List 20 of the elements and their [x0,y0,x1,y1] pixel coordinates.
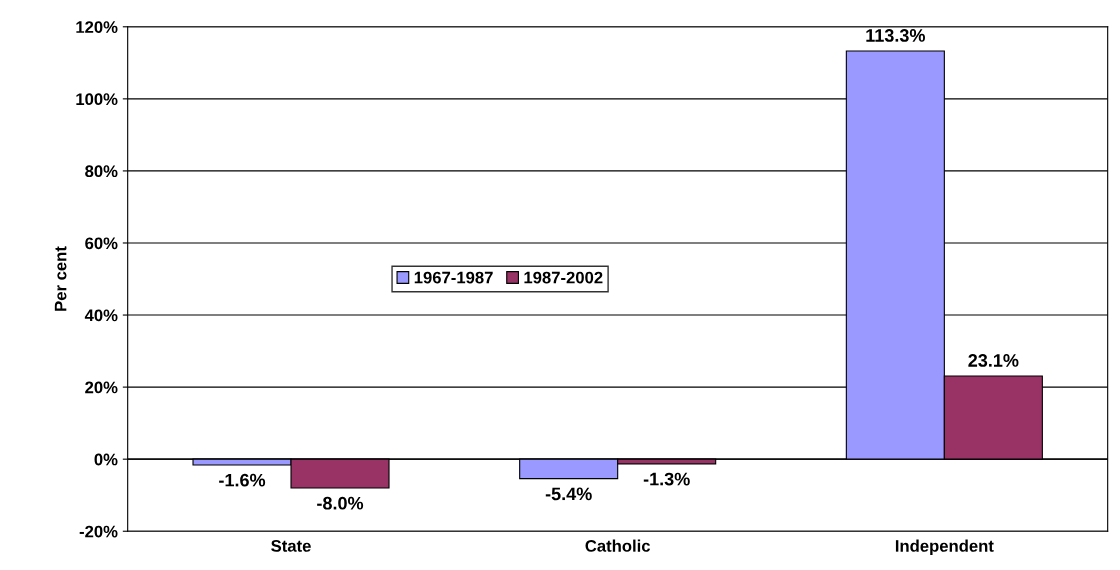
data-label: 113.3% [866,29,925,42]
y-tick-label: 120% [76,21,118,33]
legend-label: 1987-2002 [524,271,603,284]
y-tick-label: 60% [85,237,118,250]
data-label: -8.0% [317,496,364,510]
x-tick-label: Independent [895,539,994,556]
data-label: -1.6% [219,473,266,487]
data-label: -5.4% [545,487,592,501]
data-label: -1.3% [643,472,690,486]
y-tick-label: 20% [85,381,118,394]
y-tick-label: -20% [79,525,118,538]
data-label: 23.1% [968,354,1019,367]
y-tick-label: 100% [76,93,118,106]
x-tick-label: State [271,540,311,552]
y-tick-label: 40% [84,309,118,322]
y-tick-label: 0% [94,453,118,466]
y-tick-label: 80% [85,165,118,178]
x-tick-label: Catholic [585,539,651,552]
y-axis-title: Per cent [54,246,67,311]
legend-label: 1967-1987 [414,271,493,284]
